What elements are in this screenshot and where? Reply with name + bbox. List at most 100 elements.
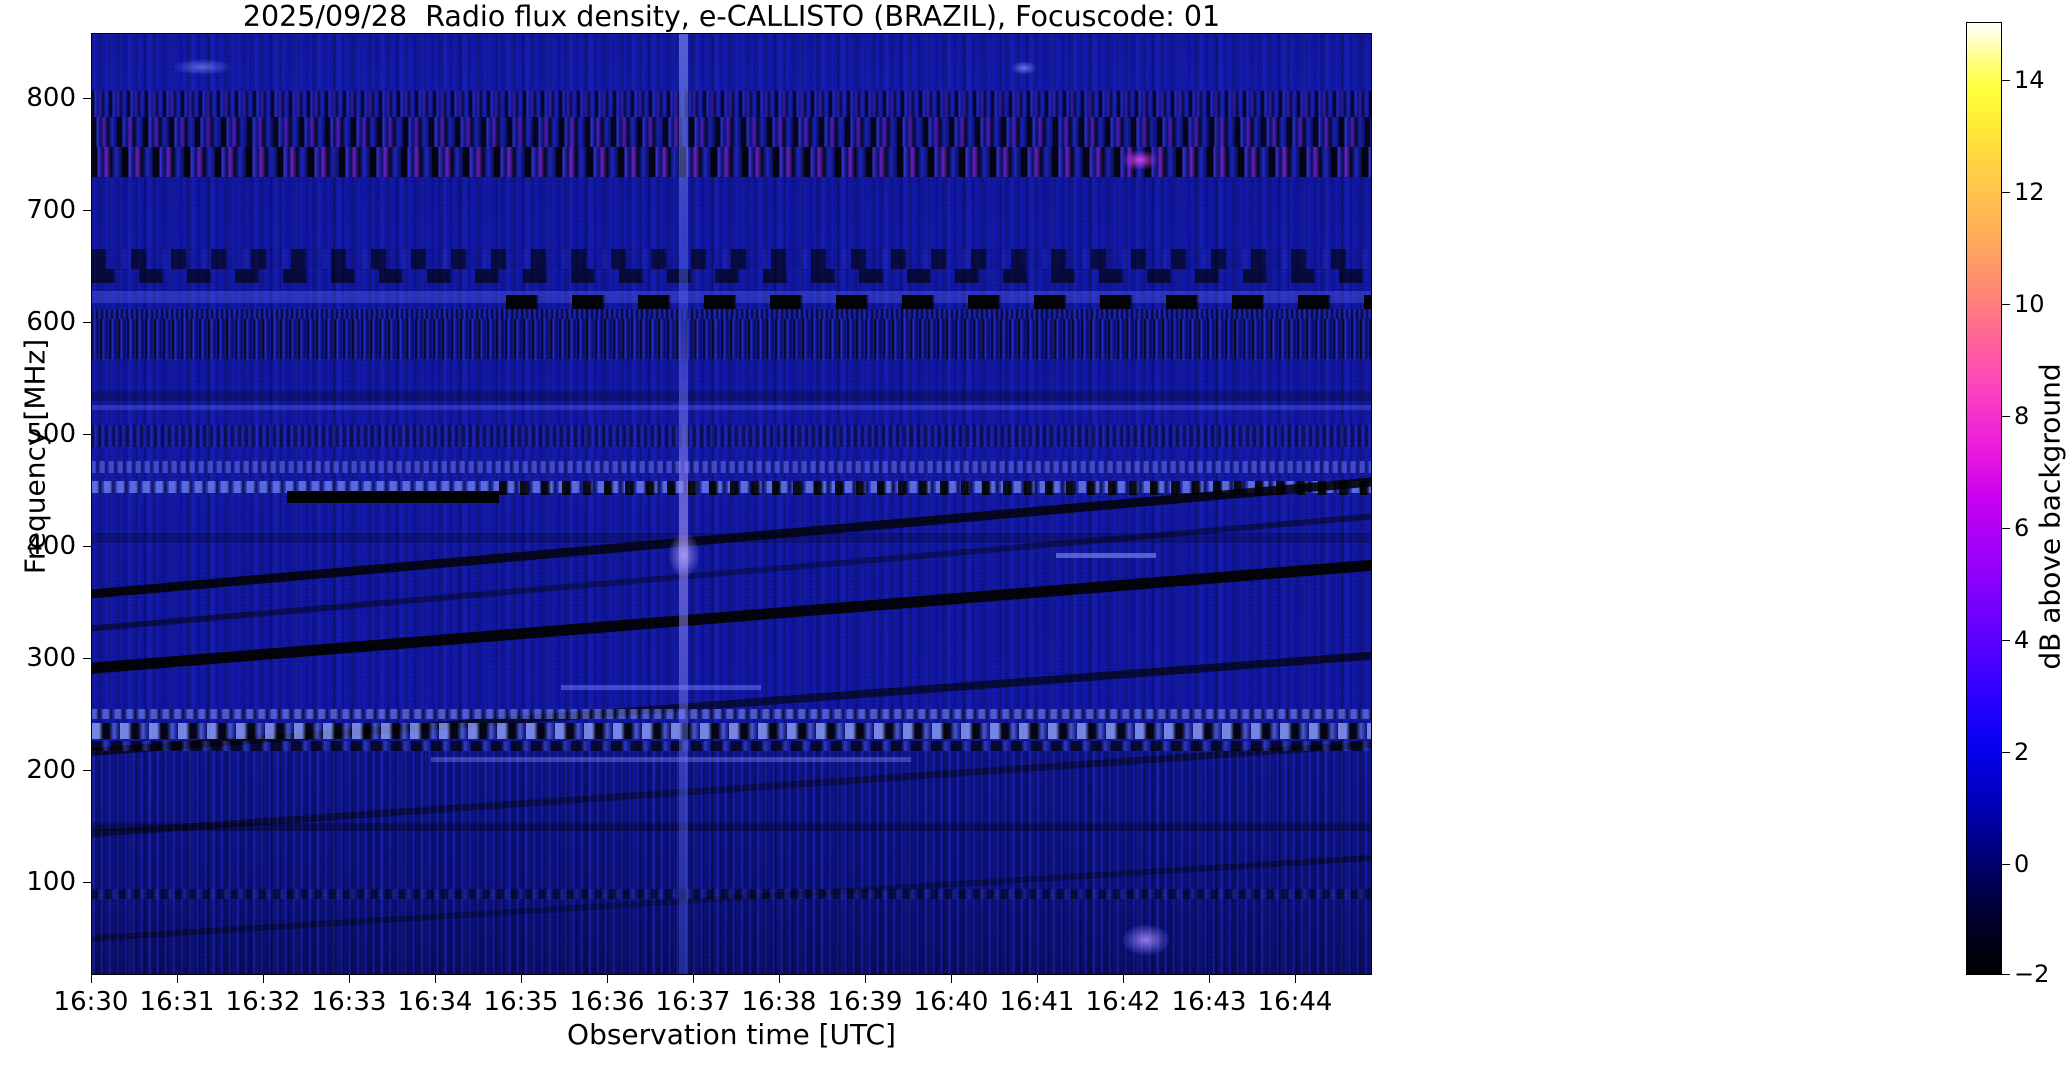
x-tick-mark-1634	[435, 975, 437, 983]
x-tick-label-1634: 16:34	[397, 987, 473, 1017]
x-tick-mark-1631	[177, 975, 179, 983]
colorbar-tick-label-14: 14	[2014, 66, 2045, 94]
colorbar-tick-label-neg2: −2	[2014, 960, 2050, 988]
faint-band-145mhz-segment	[431, 757, 911, 762]
x-tick-label-1642: 16:42	[1085, 987, 1161, 1017]
rfi-band-160mhz-bright	[91, 723, 1372, 739]
faint-band-455mhz	[91, 405, 1372, 410]
x-tick-mark-1643	[1209, 975, 1211, 983]
y-tick-label-400: 400	[26, 531, 76, 561]
x-tick-mark-1636	[607, 975, 609, 983]
x-tick-mark-1637	[693, 975, 695, 983]
y-tick-label-700: 700	[26, 195, 76, 225]
y-tick-label-100: 100	[26, 867, 76, 897]
colorbar-tick-label-12: 12	[2014, 178, 2045, 206]
rfi-band-390mhz-dashes	[499, 481, 1372, 495]
y-tick-mark-300	[83, 658, 91, 660]
colorbar-tick-mark-4	[2002, 640, 2010, 642]
bright-blob-1642-low	[1123, 925, 1169, 955]
y-tick-mark-500	[83, 434, 91, 436]
colorbar-tick-mark-0	[2002, 864, 2010, 866]
y-tick-label-500: 500	[26, 419, 76, 449]
colorbar-tick-label-10: 10	[2014, 290, 2045, 318]
colorbar-tick-label-2: 2	[2014, 738, 2030, 766]
rfi-band-165mhz	[91, 709, 1372, 719]
x-tick-label-1638: 16:38	[741, 987, 817, 1017]
y-tick-label-300: 300	[26, 643, 76, 673]
y-axis-label: Frequency [MHz]	[18, 338, 52, 575]
x-tick-label-1632: 16:32	[225, 987, 301, 1017]
x-tick-mark-1641	[1037, 975, 1039, 983]
x-tick-mark-1640	[951, 975, 953, 983]
y-tick-label-800: 800	[26, 83, 76, 113]
x-tick-mark-1630	[91, 975, 93, 983]
rfi-band-152mhz	[91, 741, 1372, 751]
x-tick-mark-1642	[1123, 975, 1125, 983]
colorbar-tick-mark-12	[2002, 192, 2010, 194]
rfi-band-765mhz	[91, 147, 1372, 177]
x-tick-label-1639: 16:39	[827, 987, 903, 1017]
x-tick-mark-1639	[865, 975, 867, 983]
colorbar-tick-mark-6	[2002, 528, 2010, 530]
x-tick-label-1635: 16:35	[483, 987, 559, 1017]
y-tick-label-600: 600	[26, 307, 76, 337]
rfi-band-780mhz	[91, 91, 1372, 117]
rfi-band-510mhz	[91, 391, 1372, 401]
x-tick-label-1640: 16:40	[913, 987, 989, 1017]
y-tick-mark-600	[83, 322, 91, 324]
rfi-band-475mhz	[91, 425, 1372, 447]
bright-blob-1631-top	[173, 59, 231, 75]
rfi-band-800mhz	[91, 117, 1372, 147]
colorbar-label: dB above background	[2033, 363, 2066, 670]
colorbar-tick-mark-neg2	[2002, 974, 2010, 976]
colorbar-tick-mark-10	[2002, 304, 2010, 306]
faint-band-210mhz-segment	[561, 685, 761, 690]
x-tick-mark-1633	[349, 975, 351, 983]
colorbar-tick-mark-14	[2002, 80, 2010, 82]
x-tick-mark-1638	[779, 975, 781, 983]
x-axis-label: Observation time [UTC]	[567, 1018, 896, 1051]
x-tick-label-1637: 16:37	[655, 987, 731, 1017]
rfi-band-590mhz-dashes	[506, 295, 1372, 309]
colorbar-tick-label-4: 4	[2014, 626, 2030, 654]
y-tick-mark-700	[83, 210, 91, 212]
bright-blob-1641-top	[1011, 61, 1037, 75]
rfi-band-555mhz	[91, 319, 1372, 359]
colorbar-tick-mark-2	[2002, 752, 2010, 754]
colorbar-gradient	[1967, 23, 2001, 974]
x-tick-label-1643: 16:43	[1171, 987, 1247, 1017]
rfi-band-075mhz	[91, 889, 1372, 899]
burst-blob-1637-270mhz	[669, 533, 699, 577]
rfi-band-575mhz	[91, 309, 1372, 319]
x-tick-label-1636: 16:36	[569, 987, 645, 1017]
rfi-band-105mhz	[91, 823, 1372, 831]
colorbar-tick-mark-8	[2002, 416, 2010, 418]
colorbar	[1966, 22, 2002, 975]
x-tick-mark-1635	[521, 975, 523, 983]
rfi-band-390mhz-black-block	[287, 491, 499, 503]
burst-column-1637	[679, 33, 688, 975]
faint-band-480mhz-segment	[1056, 553, 1156, 558]
bright-blob-1642-high	[1123, 151, 1157, 169]
y-tick-mark-400	[83, 546, 91, 548]
colorbar-tick-label-8: 8	[2014, 402, 2030, 430]
rfi-band-635mhz	[91, 269, 1372, 283]
layer-noise-overlay	[91, 33, 1372, 975]
rfi-band-410mhz	[91, 461, 1372, 473]
y-tick-mark-800	[83, 98, 91, 100]
x-tick-label-1644: 16:44	[1257, 987, 1333, 1017]
x-tick-mark-1632	[263, 975, 265, 983]
x-tick-label-1630: 16:30	[53, 987, 129, 1017]
colorbar-tick-label-6: 6	[2014, 514, 2030, 542]
rfi-band-645mhz	[91, 249, 1372, 269]
x-tick-mark-1644	[1295, 975, 1297, 983]
y-tick-mark-200	[83, 770, 91, 772]
x-tick-label-1631: 16:31	[139, 987, 215, 1017]
figure-title: 2025/09/28 Radio flux density, e-CALLIST…	[242, 0, 1221, 33]
x-tick-label-1633: 16:33	[311, 987, 387, 1017]
colorbar-tick-label-0: 0	[2014, 850, 2030, 878]
x-tick-label-1641: 16:41	[999, 987, 1075, 1017]
y-tick-mark-100	[83, 882, 91, 884]
y-tick-label-200: 200	[26, 755, 76, 785]
